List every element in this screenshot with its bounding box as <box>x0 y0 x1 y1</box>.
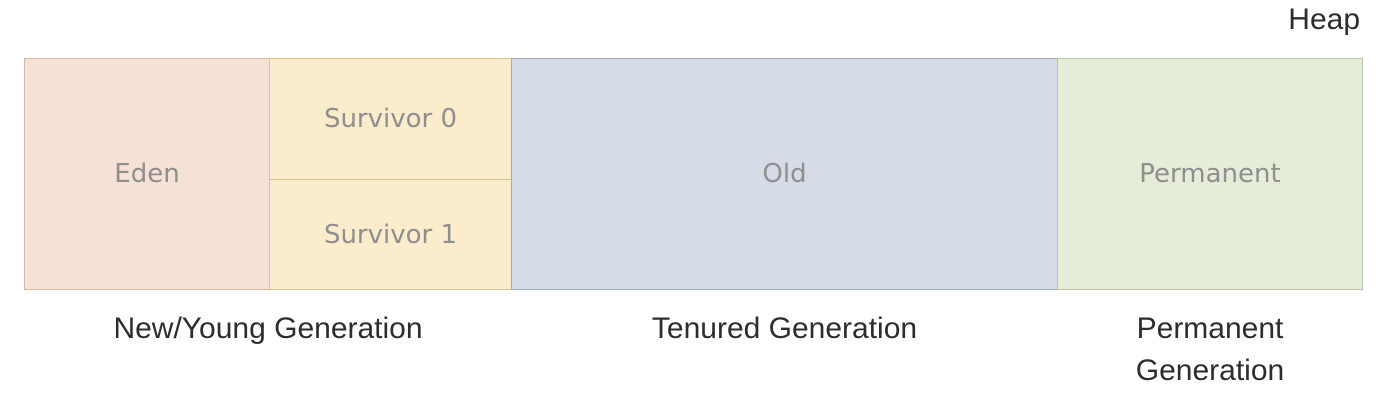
old-label: Old <box>762 159 807 189</box>
permanent-region: Permanent <box>1057 58 1363 290</box>
old-region: Old <box>511 58 1058 290</box>
survivor-1-label: Survivor 1 <box>323 219 458 250</box>
permanent-label: Permanent <box>1139 159 1281 189</box>
heap-label: Heap <box>1288 3 1360 36</box>
permanent-generation-label-line2: Generation <box>1135 354 1285 387</box>
eden-label: Eden <box>114 159 180 189</box>
survivor-0-label: Survivor 0 <box>323 104 458 134</box>
survivor-1-region: Survivor 1 <box>269 179 512 290</box>
young-generation-label: New/Young Generation <box>113 312 423 345</box>
permanent-generation-label-line1: Permanent <box>1136 312 1284 345</box>
permanent-generation-label: Permanent Generation <box>1057 308 1363 392</box>
survivor-0-region: Survivor 0 <box>269 58 512 180</box>
tenured-generation-label: Tenured Generation <box>651 312 918 345</box>
eden-region: Eden <box>24 58 270 290</box>
